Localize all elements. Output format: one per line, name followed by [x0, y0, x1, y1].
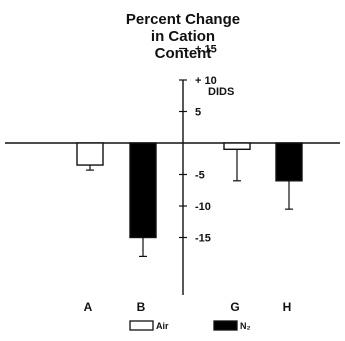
- chart-title-line-1: Percent Change: [126, 11, 240, 28]
- bar-h: [275, 142, 303, 182]
- y-tick-label: + 15: [195, 44, 217, 56]
- legend-swatch-0: [129, 320, 154, 331]
- category-label-g: G: [230, 300, 239, 314]
- y-tick-label: -15: [195, 233, 211, 245]
- bar-g: [223, 142, 251, 151]
- dids-annotation: DIDS: [208, 86, 234, 98]
- category-label-h: H: [283, 300, 292, 314]
- chart-title-line-2: in Cation: [151, 28, 215, 45]
- category-label-b: B: [137, 300, 146, 314]
- bar-b: [129, 142, 157, 239]
- y-tick-label: -10: [195, 201, 211, 213]
- chart-title-line-3: Content: [155, 45, 212, 62]
- y-tick-label: 5: [195, 107, 201, 119]
- legend-swatch-1: [213, 320, 238, 331]
- y-tick-label: -5: [195, 170, 205, 182]
- legend: Air N₂: [129, 320, 251, 331]
- legend-label-1: N₂: [240, 321, 251, 331]
- plot-area: + 15 + 10 5 -5 -10 -15 A B G H: [5, 44, 340, 314]
- y-tick-label: + 10: [195, 75, 217, 87]
- legend-label-0: Air: [156, 321, 169, 331]
- bar-a: [76, 142, 104, 166]
- category-label-a: A: [84, 300, 93, 314]
